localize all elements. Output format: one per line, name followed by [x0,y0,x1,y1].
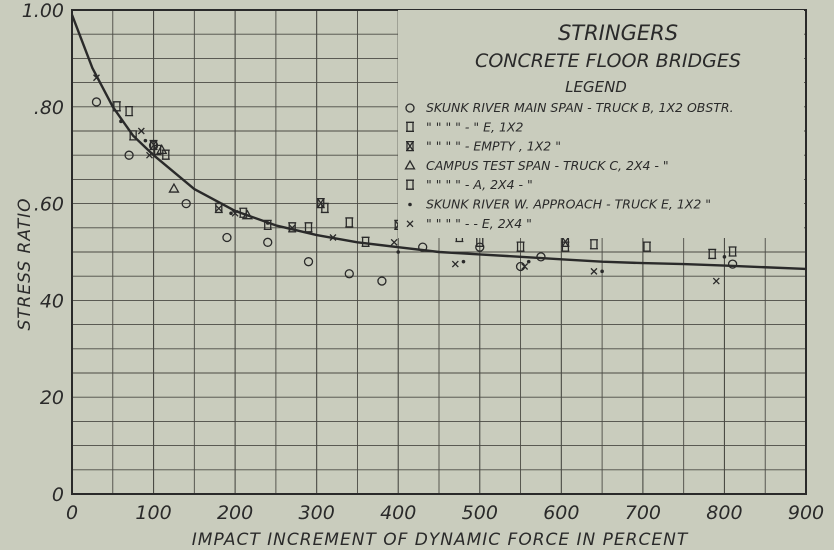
legend-marker-cross [406,220,414,228]
data-point-bracket [112,101,121,112]
legend: STRINGERS CONCRETE FLOOR BRIDGES LEGEND … [398,10,804,238]
y-tick-label: 1.00 [22,0,64,22]
data-point-triangle [241,209,253,220]
data-point-cross [712,277,720,285]
data-points-layer [91,74,738,286]
legend-entry-label: " " " " - " E, 1X2 [426,119,523,134]
chart-subtitle: CONCRETE FLOOR BRIDGES [475,50,741,72]
data-point-dot [526,259,531,264]
y-axis-title: STRESS RATIO [15,197,35,330]
data-point-circle [181,198,191,209]
x-tick-label: 800 [706,502,742,524]
data-point-cross [329,234,337,241]
y-tick-label: 40 [40,290,64,312]
data-point-cross [215,204,223,212]
data-point-circle [536,252,546,262]
x-tick-label: 300 [299,502,335,524]
legend-marker-circle [405,103,415,113]
data-point-bracket [708,248,717,260]
data-point-circle [303,257,314,267]
data-point-cross [451,260,459,268]
legend-marker-bracket [406,121,414,132]
data-point-circle [263,237,273,247]
legend-entry-label: " " " " - A, 2X4 - " [426,177,533,192]
x-tick-label: 900 [788,502,824,524]
x-tick-label: 400 [380,502,416,524]
data-point-bracket [516,241,525,252]
x-tick-label: 0 [66,502,78,524]
data-point-dot [143,138,148,143]
data-point-cross [231,209,239,217]
data-point-circle [475,242,485,252]
legend-entry-label: SKUNK RIVER MAIN SPAN - TRUCK B, 1X2 OBS… [426,100,734,115]
tick-labels-layer: 0 100 200 300 400 500 600 700 800 900 0 20 40 .60 .80 1… [22,0,824,524]
legend-marker-triangle [404,159,416,170]
legend-entries: SKUNK RIVER MAIN SPAN - TRUCK B, 1X2 OBS… [404,100,734,231]
data-point-circle [124,150,134,160]
data-point-bracket [214,202,223,214]
data-point-bracket [642,241,651,252]
data-point-bracket [304,222,313,233]
legend-marker-bracket [406,179,414,190]
y-tick-label: .80 [34,97,64,119]
data-point-dot [722,255,727,259]
y-tick-label: 20 [40,387,64,409]
data-point-circle [344,269,354,279]
data-point-bracket [263,219,272,231]
x-tick-label: 200 [217,502,253,524]
data-point-circle [377,276,387,286]
data-point-bracket [361,236,370,247]
data-point-dot [229,211,233,216]
legend-marker-dot [408,202,412,207]
legend-marker-bracket-x [406,140,414,152]
legend-title: LEGEND [565,78,627,96]
data-point-bracket [345,217,354,228]
legend-entry-label: CAMPUS TEST SPAN - TRUCK C, 2X4 - " [426,158,669,173]
data-point-dot [461,259,466,264]
x-tick-label: 100 [135,502,171,524]
data-point-triangle [168,182,180,193]
data-point-triangle [156,144,168,155]
data-point-bracket-x [561,236,570,247]
chart-title: STRINGERS [558,21,678,45]
data-point-cross [390,238,398,246]
x-tick-label: 600 [543,502,579,524]
data-point-dot [265,221,270,225]
legend-background [398,10,804,238]
legend-entry-label: " " " " - EMPTY , 1X2 " [426,139,561,154]
y-tick-label: .60 [34,194,64,216]
data-point-cross [137,127,145,135]
data-point-dot [600,269,604,274]
y-tick-label: 0 [52,484,64,506]
data-point-cross [93,74,100,82]
data-point-bracket [288,222,297,233]
legend-entry-label: " " " " - - E, 2X4 " [426,216,532,231]
data-point-cross [288,224,296,232]
data-point-circle [418,242,428,252]
legend-entry-label: SKUNK RIVER W. APPROACH - TRUCK E, 1X2 " [426,197,711,212]
data-point-bracket [125,105,134,117]
data-point-cross [590,267,598,275]
data-point-bracket-x [149,139,158,151]
data-point-bracket-x [316,197,325,209]
data-point-cross [521,263,529,270]
data-point-dot [119,119,123,124]
data-point-circle [727,259,738,269]
data-point-circle [91,97,102,107]
x-tick-label: 500 [462,502,498,524]
data-point-bracket [728,246,737,257]
data-point-bracket [161,149,170,160]
data-point-bracket [129,130,138,141]
x-tick-label: 700 [625,502,661,524]
data-point-bracket [239,207,248,218]
x-axis-title: IMPACT INCREMENT OF DYNAMIC FORCE IN PER… [192,530,689,550]
data-point-dot [396,250,401,254]
data-point-bracket [589,239,598,250]
data-point-cross [146,151,153,159]
data-point-circle [222,232,232,243]
